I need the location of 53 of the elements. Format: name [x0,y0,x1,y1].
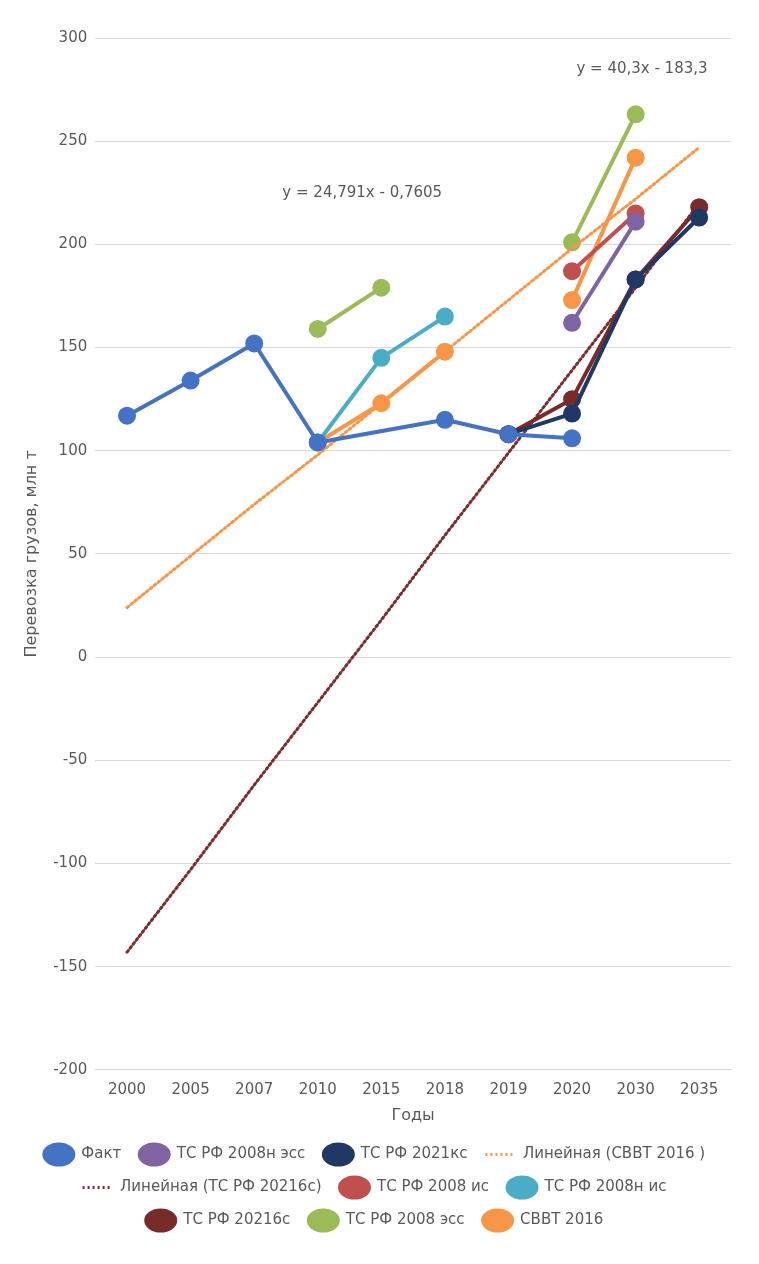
x-tick-label: 2000 [107,1079,147,1098]
legend-label: Линейная (ТС РФ 20216с) [120,1177,322,1196]
y-tick-label: -100 [53,853,88,872]
legend-label: СВВТ 2016 [520,1210,604,1229]
y-tick-label: 50 [68,543,88,562]
point [308,319,327,338]
annotation: y = 24,791x - 0,7605 [282,182,443,201]
legend-label: ТС РФ 2008н эсс [175,1144,306,1163]
legend-label: Факт [81,1144,122,1163]
y-tick-label: 150 [58,337,88,356]
point [626,212,645,231]
point [372,278,391,297]
point [563,291,582,310]
legend-label: ТС РФ 2008н ис [543,1177,667,1196]
legend-label: Линейная (СВВТ 2016 ) [522,1144,706,1163]
point [626,148,645,167]
legend-label: ТС РФ 2021кс [359,1144,468,1163]
point [118,406,137,425]
x-axis-title: Годы [391,1104,435,1124]
point [245,334,264,353]
point [435,410,454,429]
y-tick-label: -200 [53,1059,88,1078]
line-series [125,145,701,610]
annotation: y = 40,3x - 183,3 [576,58,708,77]
point [626,105,645,124]
x-tick-label: 2035 [680,1079,719,1098]
y-tick-label: 0 [77,646,88,665]
x-tick-label: 2007 [235,1079,274,1098]
point [563,404,582,423]
legend-label: ТС РФ 2008 эсс [344,1210,465,1229]
y-tick-label: 100 [58,440,88,459]
point [563,429,582,448]
x-tick-label: 2018 [425,1079,464,1098]
point [690,208,709,227]
legend-label: ТС РФ 20216с [182,1210,291,1229]
x-tick-label: 2015 [362,1079,401,1098]
y-tick-label: 300 [58,27,88,46]
y-tick-label: 250 [58,131,88,150]
y-tick-label: 200 [58,234,88,253]
y-axis-title: Перевозка грузов, млн т [20,450,40,658]
point [563,313,582,332]
point [181,371,200,390]
y-tick-label: -50 [62,750,88,769]
x-tick-label: 2010 [298,1079,337,1098]
point [435,307,454,326]
y-tick-label: -150 [53,956,88,975]
point [563,262,582,281]
point [372,348,391,367]
x-tick-label: 2030 [616,1079,655,1098]
x-tick-label: 2020 [552,1079,592,1098]
x-tick-label: 2005 [171,1079,210,1098]
x-tick-label: 2019 [489,1079,528,1098]
legend-label: ТС РФ 2008 ис [375,1177,490,1196]
